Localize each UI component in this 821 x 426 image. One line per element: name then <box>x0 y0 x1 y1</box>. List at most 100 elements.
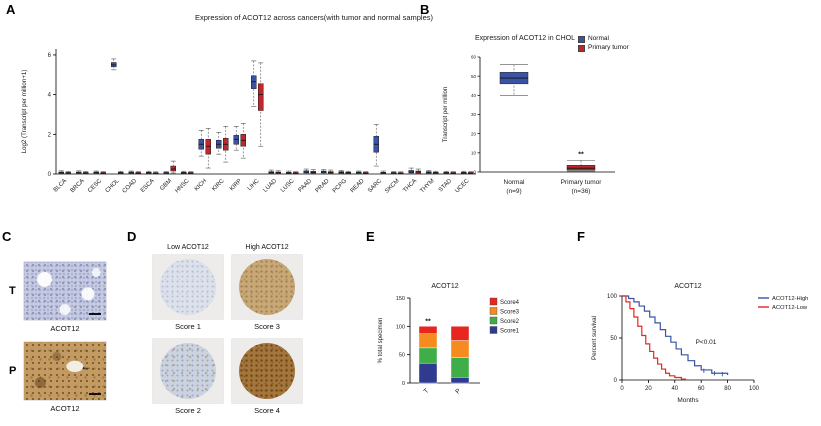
panel-label-c: C <box>2 229 12 244</box>
svg-text:50: 50 <box>399 353 405 359</box>
svg-text:T: T <box>423 387 431 395</box>
svg-text:20: 20 <box>471 131 477 136</box>
svg-text:50: 50 <box>471 74 477 79</box>
svg-text:CESC: CESC <box>87 178 104 195</box>
svg-text:THYM: THYM <box>419 178 435 194</box>
svg-text:Months: Months <box>677 397 699 404</box>
legend-label: Primary tumor <box>588 44 629 52</box>
svg-text:20: 20 <box>645 386 652 392</box>
svg-text:Score4: Score4 <box>500 300 520 306</box>
tma-tile-score2 <box>153 339 223 403</box>
svg-text:150: 150 <box>396 296 405 302</box>
svg-text:COAD: COAD <box>122 178 139 195</box>
column-header-high: High ACOT12 <box>245 244 289 251</box>
panel-label-a: A <box>6 2 16 17</box>
panel-label-d: D <box>127 229 137 244</box>
svg-text:CHOL: CHOL <box>105 178 121 194</box>
legend-label: Normal <box>588 35 609 43</box>
panel-a-legend: Normal Primary tumor <box>578 36 629 52</box>
row-label-t: T <box>9 285 16 297</box>
legend-swatch <box>578 36 585 43</box>
svg-text:0: 0 <box>48 172 52 178</box>
svg-text:(n=36): (n=36) <box>572 188 591 195</box>
svg-text:4: 4 <box>48 93 52 99</box>
arrow-annotation: ← <box>80 359 92 373</box>
svg-text:ACOT12-Low: ACOT12-Low <box>772 305 808 311</box>
svg-text:KIRP: KIRP <box>229 178 243 192</box>
svg-text:SKCM: SKCM <box>384 178 401 195</box>
svg-text:100: 100 <box>749 386 760 392</box>
svg-text:2: 2 <box>48 132 52 138</box>
svg-text:LUAD: LUAD <box>263 178 279 194</box>
svg-text:6: 6 <box>48 53 52 59</box>
chol-expression-boxplot: Expression of ACOT12 in CHOL 0 10 20 30 40 50 6… <box>443 35 615 195</box>
panel-label-e: E <box>366 229 375 244</box>
svg-text:Primary tumor: Primary tumor <box>561 179 603 186</box>
svg-text:PCPG: PCPG <box>332 178 349 195</box>
svg-text:Expression of ACOT12 across c: Expression of ACOT12 across cancers(with… <box>195 13 434 22</box>
svg-text:ESCA: ESCA <box>140 178 156 194</box>
pan-cancer-expression-boxplot: Expression of ACOT12 across cancers(with… <box>21 13 476 195</box>
svg-text:LIHC: LIHC <box>247 178 261 192</box>
svg-text:READ: READ <box>350 178 367 195</box>
svg-text:PRAD: PRAD <box>315 178 332 195</box>
svg-text:0: 0 <box>614 378 618 384</box>
svg-text:P: P <box>454 387 462 395</box>
svg-text:THCA: THCA <box>402 178 418 194</box>
svg-text:% total specimen: % total specimen <box>378 318 384 364</box>
tma-core-score4 <box>239 343 295 399</box>
legend-item: Primary tumor <box>578 45 629 52</box>
score-distribution-stacked-bar: ACOT12 0 50 100 150 % total specimen T ** P Score… <box>378 283 520 395</box>
svg-text:Percent survival: Percent survival <box>591 316 598 360</box>
ihc-image-p: ← <box>24 342 106 400</box>
tma-caption-score4: Score 4 <box>254 406 280 415</box>
panel-label-b: B <box>420 2 430 17</box>
svg-text:BRCA: BRCA <box>70 178 86 194</box>
svg-text:ACOT12: ACOT12 <box>431 283 458 290</box>
legend-item: Normal <box>578 36 629 43</box>
svg-text:30: 30 <box>471 112 477 117</box>
svg-text:Expression of ACOT12 in CHOL: Expression of ACOT12 in CHOL <box>475 35 575 42</box>
svg-text:KICH: KICH <box>194 178 208 192</box>
svg-text:0: 0 <box>402 381 405 387</box>
svg-text:**: ** <box>578 152 584 159</box>
svg-text:HNSC: HNSC <box>174 178 191 195</box>
svg-text:40: 40 <box>471 93 477 98</box>
svg-text:10: 10 <box>471 150 477 155</box>
svg-text:100: 100 <box>396 324 405 330</box>
survival-km-plot: ACOT12 0 50 100 0 20 40 60 80 100 ACOT12-High ACOT1… <box>591 283 808 404</box>
svg-text:**: ** <box>425 318 431 325</box>
svg-text:ACOT12: ACOT12 <box>674 283 701 290</box>
svg-text:GBM: GBM <box>159 178 173 192</box>
svg-text:BLCA: BLCA <box>53 178 68 193</box>
tma-core-score1 <box>160 259 216 315</box>
svg-text:Normal: Normal <box>504 179 526 186</box>
tma-tile-score1 <box>153 255 223 319</box>
legend-swatch <box>578 45 585 52</box>
panel-label-f: F <box>577 229 585 244</box>
svg-text:60: 60 <box>698 386 705 392</box>
column-header-low: Low ACOT12 <box>167 244 209 251</box>
row-label-p: P <box>9 365 17 377</box>
svg-text:KIRC: KIRC <box>211 178 226 193</box>
svg-text:Log2 (Transcript per million+1: Log2 (Transcript per million+1) <box>21 70 28 154</box>
svg-text:60: 60 <box>471 55 477 60</box>
svg-text:LUSC: LUSC <box>280 178 296 194</box>
tma-caption-score1: Score 1 <box>175 322 201 331</box>
ihc-image-t <box>24 262 106 320</box>
svg-text:Transcript per million: Transcript per million <box>443 87 449 142</box>
tma-caption-score2: Score 2 <box>175 406 201 415</box>
svg-text:40: 40 <box>671 386 678 392</box>
svg-text:SARC: SARC <box>367 178 384 195</box>
svg-text:Score3: Score3 <box>500 310 520 316</box>
svg-text:PAAD: PAAD <box>298 178 314 194</box>
tma-core-score2 <box>160 343 216 399</box>
ihc-caption-t: ACOT12 <box>50 324 80 333</box>
scale-bar <box>89 393 101 395</box>
svg-text:100: 100 <box>607 294 618 300</box>
tma-caption-score3: Score 3 <box>254 322 280 331</box>
tma-core-score3 <box>239 259 295 315</box>
ihc-caption-p: ACOT12 <box>50 404 80 413</box>
svg-text:50: 50 <box>610 336 617 342</box>
